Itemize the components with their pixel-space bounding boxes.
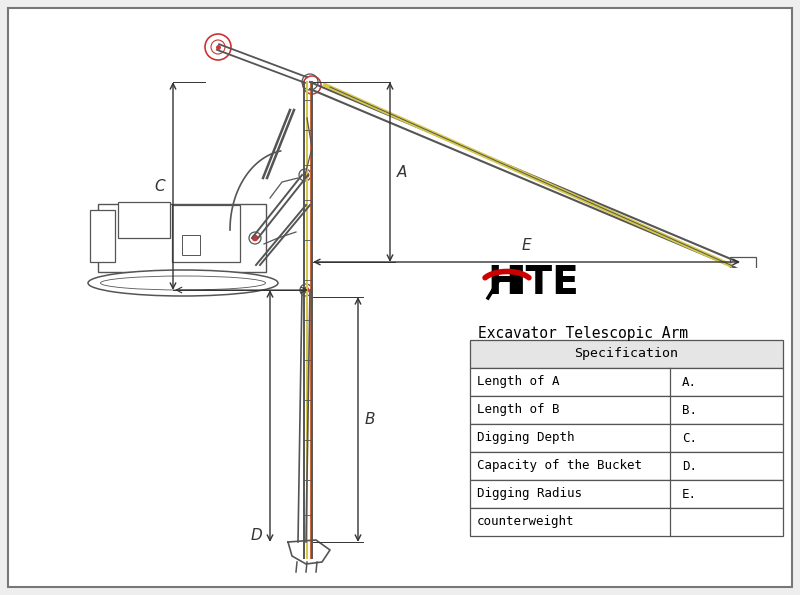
Bar	[470, 340, 783, 368]
Text: H: H	[487, 264, 520, 302]
Bar	[470, 396, 783, 424]
Circle shape	[303, 172, 309, 178]
Text: E.: E.	[682, 487, 697, 500]
Text: Specification: Specification	[574, 347, 678, 361]
Bar	[98, 204, 266, 272]
Bar	[172, 205, 240, 262]
Text: Excavator Telescopic Arm: Excavator Telescopic Arm	[478, 326, 688, 341]
Bar	[470, 424, 783, 452]
Text: Digging Radius: Digging Radius	[477, 487, 582, 500]
Text: Length of B: Length of B	[477, 403, 559, 416]
Text: Capacity of the Bucket: Capacity of the Bucket	[477, 459, 642, 472]
Circle shape	[252, 235, 258, 241]
Text: C.: C.	[682, 431, 697, 444]
Text: Digging Depth: Digging Depth	[477, 431, 574, 444]
Text: Length of A: Length of A	[477, 375, 559, 389]
Bar	[182, 235, 200, 255]
Circle shape	[303, 287, 309, 293]
Text: B: B	[365, 412, 375, 427]
Text: D: D	[250, 528, 262, 543]
Text: A: A	[397, 164, 407, 180]
Text: A.: A.	[682, 375, 697, 389]
Bar	[470, 368, 783, 396]
Bar	[118, 202, 170, 238]
Text: C: C	[154, 178, 165, 193]
Bar	[470, 508, 783, 536]
Text: B.: B.	[682, 403, 697, 416]
Bar	[470, 480, 783, 508]
Ellipse shape	[88, 270, 278, 296]
Bar	[470, 452, 783, 480]
Text: E: E	[522, 238, 531, 253]
Ellipse shape	[101, 276, 266, 290]
Text: counterweight: counterweight	[477, 515, 574, 528]
Bar	[90, 210, 115, 262]
Text: ITE: ITE	[511, 264, 578, 302]
Bar	[468, 268, 783, 536]
Text: D.: D.	[682, 459, 697, 472]
